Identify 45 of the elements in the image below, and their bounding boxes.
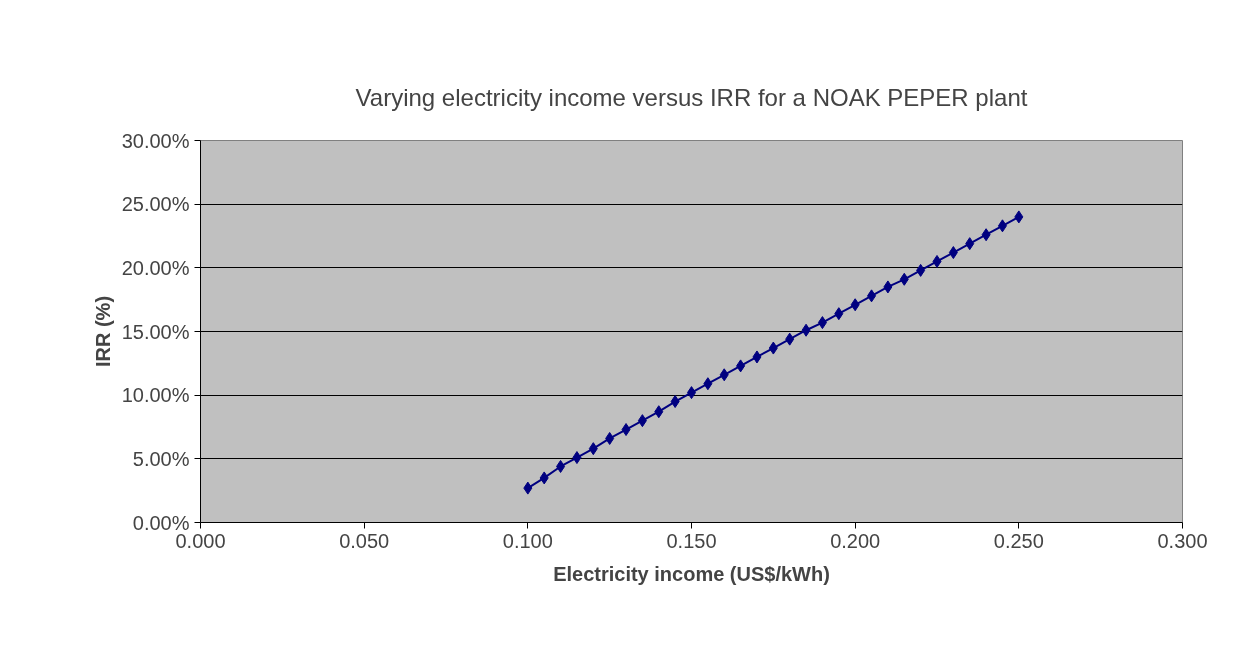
- point: [932, 254, 942, 268]
- point: [997, 219, 1007, 233]
- point: [948, 246, 958, 260]
- point: [752, 350, 762, 364]
- point: [588, 442, 598, 456]
- point: [736, 359, 746, 373]
- point: [719, 368, 729, 382]
- point: [965, 237, 975, 251]
- x-tick-label: 0.200: [830, 529, 881, 552]
- point: [523, 481, 533, 495]
- y-tick-label: 25.00%: [121, 193, 190, 216]
- point: [834, 307, 844, 321]
- y-axis-title: IRR (%): [91, 295, 114, 368]
- x-tick-label: 0.100: [502, 529, 553, 552]
- point: [916, 263, 926, 277]
- point: [981, 228, 991, 242]
- x-tick-label: 0.150: [666, 529, 717, 552]
- point: [605, 431, 615, 445]
- point: [637, 414, 647, 428]
- point: [850, 298, 860, 312]
- point: [867, 289, 877, 303]
- y-tick-label: 5.00%: [132, 447, 190, 470]
- point: [785, 332, 795, 346]
- point: [1014, 210, 1024, 224]
- y-tick-label: 10.00%: [121, 384, 190, 407]
- point: [899, 272, 909, 286]
- point: [654, 405, 664, 419]
- point: [768, 341, 778, 355]
- point: [556, 459, 566, 473]
- point: [539, 471, 549, 485]
- y-tick-label: 15.00%: [121, 320, 190, 343]
- x-tick-label: 0.050: [339, 529, 390, 552]
- point: [703, 377, 713, 391]
- x-tick-label: 0.300: [1157, 529, 1208, 552]
- point: [883, 280, 893, 294]
- point: [621, 423, 631, 437]
- x-tick-label: 0.250: [993, 529, 1044, 552]
- point: [801, 323, 811, 337]
- point: [572, 451, 582, 465]
- x-axis-title: Electricity income (US$/kWh): [553, 562, 830, 585]
- point: [670, 395, 680, 409]
- point: [817, 316, 827, 330]
- chart-title: Varying electricity income versus IRR for a NOAK PEPER plant: [355, 83, 1028, 111]
- y-tick-label: 30.00%: [121, 129, 190, 152]
- y-tick-label: 20.00%: [121, 256, 190, 279]
